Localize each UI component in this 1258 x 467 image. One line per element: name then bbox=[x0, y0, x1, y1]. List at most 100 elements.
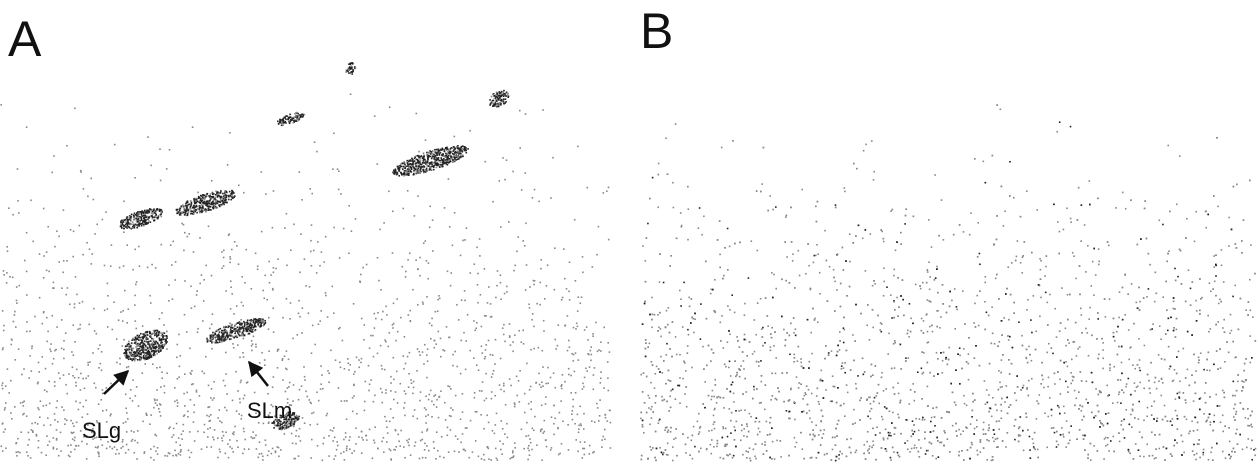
speckle bbox=[182, 204, 184, 206]
speckle bbox=[98, 452, 100, 454]
speckle bbox=[462, 145, 464, 147]
speckle bbox=[351, 452, 353, 454]
speckle bbox=[241, 418, 243, 420]
speckle bbox=[293, 384, 295, 386]
speckle bbox=[261, 352, 263, 354]
speckle bbox=[505, 404, 507, 406]
speckle bbox=[504, 433, 506, 435]
speckle bbox=[416, 171, 418, 173]
speckle bbox=[217, 337, 219, 339]
speckle bbox=[199, 283, 201, 285]
speckle bbox=[334, 437, 336, 439]
speckle bbox=[229, 446, 231, 448]
speckle bbox=[396, 174, 398, 176]
speckle bbox=[65, 384, 67, 386]
speckle bbox=[410, 167, 412, 169]
speckle bbox=[433, 404, 435, 406]
speckle bbox=[158, 345, 160, 347]
speckle bbox=[419, 169, 421, 171]
speckle bbox=[270, 274, 272, 276]
speckle bbox=[354, 450, 356, 452]
speckle bbox=[98, 456, 100, 458]
speckle bbox=[145, 355, 147, 357]
speckle bbox=[377, 163, 379, 165]
speckle bbox=[514, 334, 516, 336]
speckle bbox=[193, 251, 195, 253]
speckle bbox=[327, 413, 329, 415]
speckle bbox=[150, 355, 152, 357]
speckle bbox=[277, 258, 279, 260]
speckle bbox=[56, 429, 58, 431]
speckle bbox=[559, 412, 561, 414]
speckle bbox=[155, 210, 157, 212]
speckle bbox=[384, 416, 386, 418]
speckle bbox=[412, 393, 414, 395]
speckle bbox=[410, 171, 412, 173]
speckle bbox=[161, 312, 163, 314]
speckle bbox=[43, 312, 45, 314]
speckle bbox=[533, 348, 535, 350]
speckle bbox=[390, 450, 392, 452]
speckle bbox=[145, 331, 147, 333]
speckle bbox=[605, 414, 607, 416]
speckle bbox=[269, 282, 271, 284]
speckle bbox=[236, 305, 238, 307]
speckle bbox=[428, 155, 430, 157]
speckle bbox=[545, 440, 547, 442]
speckle bbox=[218, 204, 220, 206]
speckle bbox=[310, 402, 312, 404]
speckle bbox=[82, 301, 84, 303]
speckle bbox=[422, 162, 424, 164]
speckle bbox=[114, 144, 116, 146]
speckle bbox=[580, 423, 582, 425]
speckle bbox=[419, 158, 421, 160]
speckle bbox=[150, 348, 152, 350]
speckle bbox=[184, 205, 186, 207]
speckle bbox=[487, 302, 489, 304]
speckle bbox=[499, 384, 501, 386]
speckle bbox=[523, 448, 525, 450]
speckle bbox=[206, 415, 208, 417]
speckle bbox=[297, 334, 299, 336]
speckle bbox=[151, 216, 153, 218]
speckle bbox=[32, 431, 34, 433]
speckle bbox=[601, 446, 603, 448]
speckle bbox=[179, 366, 181, 368]
speckle bbox=[419, 354, 421, 356]
speckle bbox=[233, 431, 235, 433]
speckle bbox=[49, 403, 51, 405]
speckle bbox=[475, 440, 477, 442]
speckle bbox=[139, 356, 141, 358]
speckle bbox=[6, 282, 8, 284]
speckle bbox=[137, 355, 139, 357]
speckle bbox=[930, 421, 932, 423]
speckle bbox=[136, 348, 138, 350]
speckle bbox=[343, 228, 345, 230]
speckle bbox=[247, 320, 249, 322]
speckle bbox=[134, 249, 136, 251]
speckle bbox=[231, 324, 233, 326]
speckle bbox=[140, 343, 142, 345]
speckle bbox=[86, 458, 88, 460]
speckle bbox=[147, 348, 149, 350]
speckle bbox=[254, 392, 256, 394]
speckle bbox=[544, 298, 546, 300]
speckle bbox=[587, 339, 589, 341]
speckle bbox=[47, 226, 49, 228]
speckle bbox=[577, 451, 579, 453]
speckle bbox=[290, 425, 292, 427]
speckle bbox=[399, 167, 401, 169]
speckle bbox=[176, 400, 178, 402]
speckle bbox=[453, 161, 455, 163]
speckle bbox=[166, 372, 168, 374]
speckle bbox=[282, 317, 284, 319]
speckle bbox=[229, 195, 231, 197]
speckle bbox=[497, 98, 499, 100]
speckle bbox=[183, 250, 185, 252]
speckle bbox=[415, 169, 417, 171]
speckle bbox=[295, 435, 297, 437]
speckle bbox=[237, 390, 239, 392]
speckle bbox=[66, 393, 68, 395]
speckle bbox=[194, 404, 196, 406]
speckle bbox=[525, 172, 527, 174]
